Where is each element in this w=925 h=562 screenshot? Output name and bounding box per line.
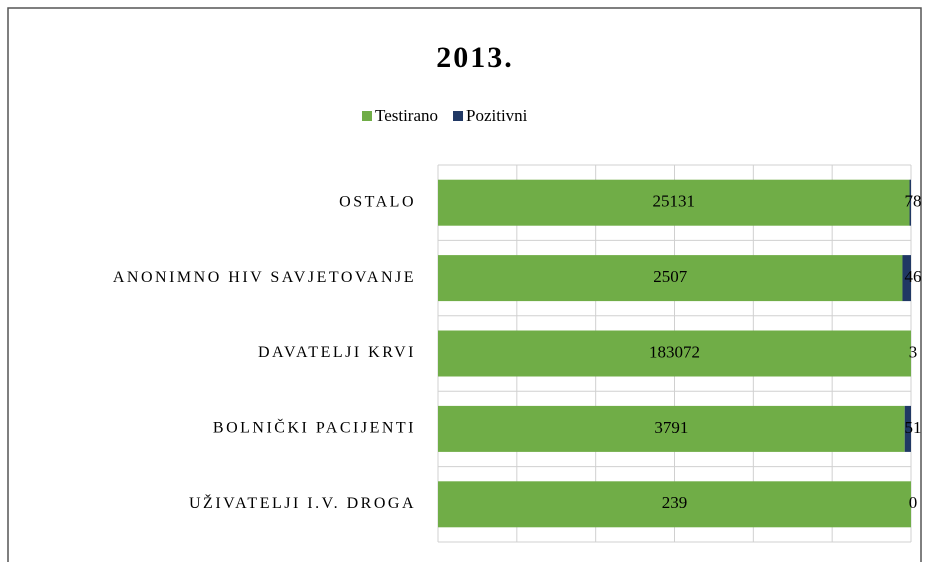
data-label: 0 — [909, 493, 918, 512]
data-label: 3 — [909, 342, 918, 361]
y-tick-label: UŽIVATELJI I.V. DROGA — [189, 493, 416, 512]
bar-segment — [904, 405, 911, 452]
legend-label: Pozitivni — [466, 106, 528, 125]
legend-swatch — [453, 111, 464, 121]
data-label: 183072 — [649, 342, 700, 361]
bar-segment — [438, 179, 910, 226]
data-label: 25131 — [653, 192, 696, 211]
frame — [7, 7, 922, 562]
data-label: 78 — [905, 192, 922, 211]
bar-segment — [909, 179, 911, 226]
chart-title: 2013. — [436, 41, 514, 74]
legend-label: Testirano — [375, 106, 438, 125]
bar-segment — [438, 330, 911, 377]
y-tick-label: BOLNIČKI PACIJENTI — [213, 418, 416, 437]
data-label: 46 — [905, 267, 922, 286]
y-tick-label: DAVATELJI KRVI — [258, 344, 416, 361]
bar-segment — [902, 255, 911, 302]
y-tick-label: ANONIMNO HIV SAVJETOVANJE — [113, 269, 416, 286]
bar-segment — [438, 405, 905, 452]
bar-segment — [438, 255, 903, 302]
legend-swatch — [362, 111, 372, 121]
data-label: 239 — [662, 493, 688, 512]
y-tick-label: OSTALO — [339, 193, 416, 210]
data-label: 2507 — [653, 267, 688, 286]
bar-segment — [438, 481, 911, 528]
data-label: 51 — [905, 418, 922, 437]
data-label: 3791 — [654, 418, 688, 437]
